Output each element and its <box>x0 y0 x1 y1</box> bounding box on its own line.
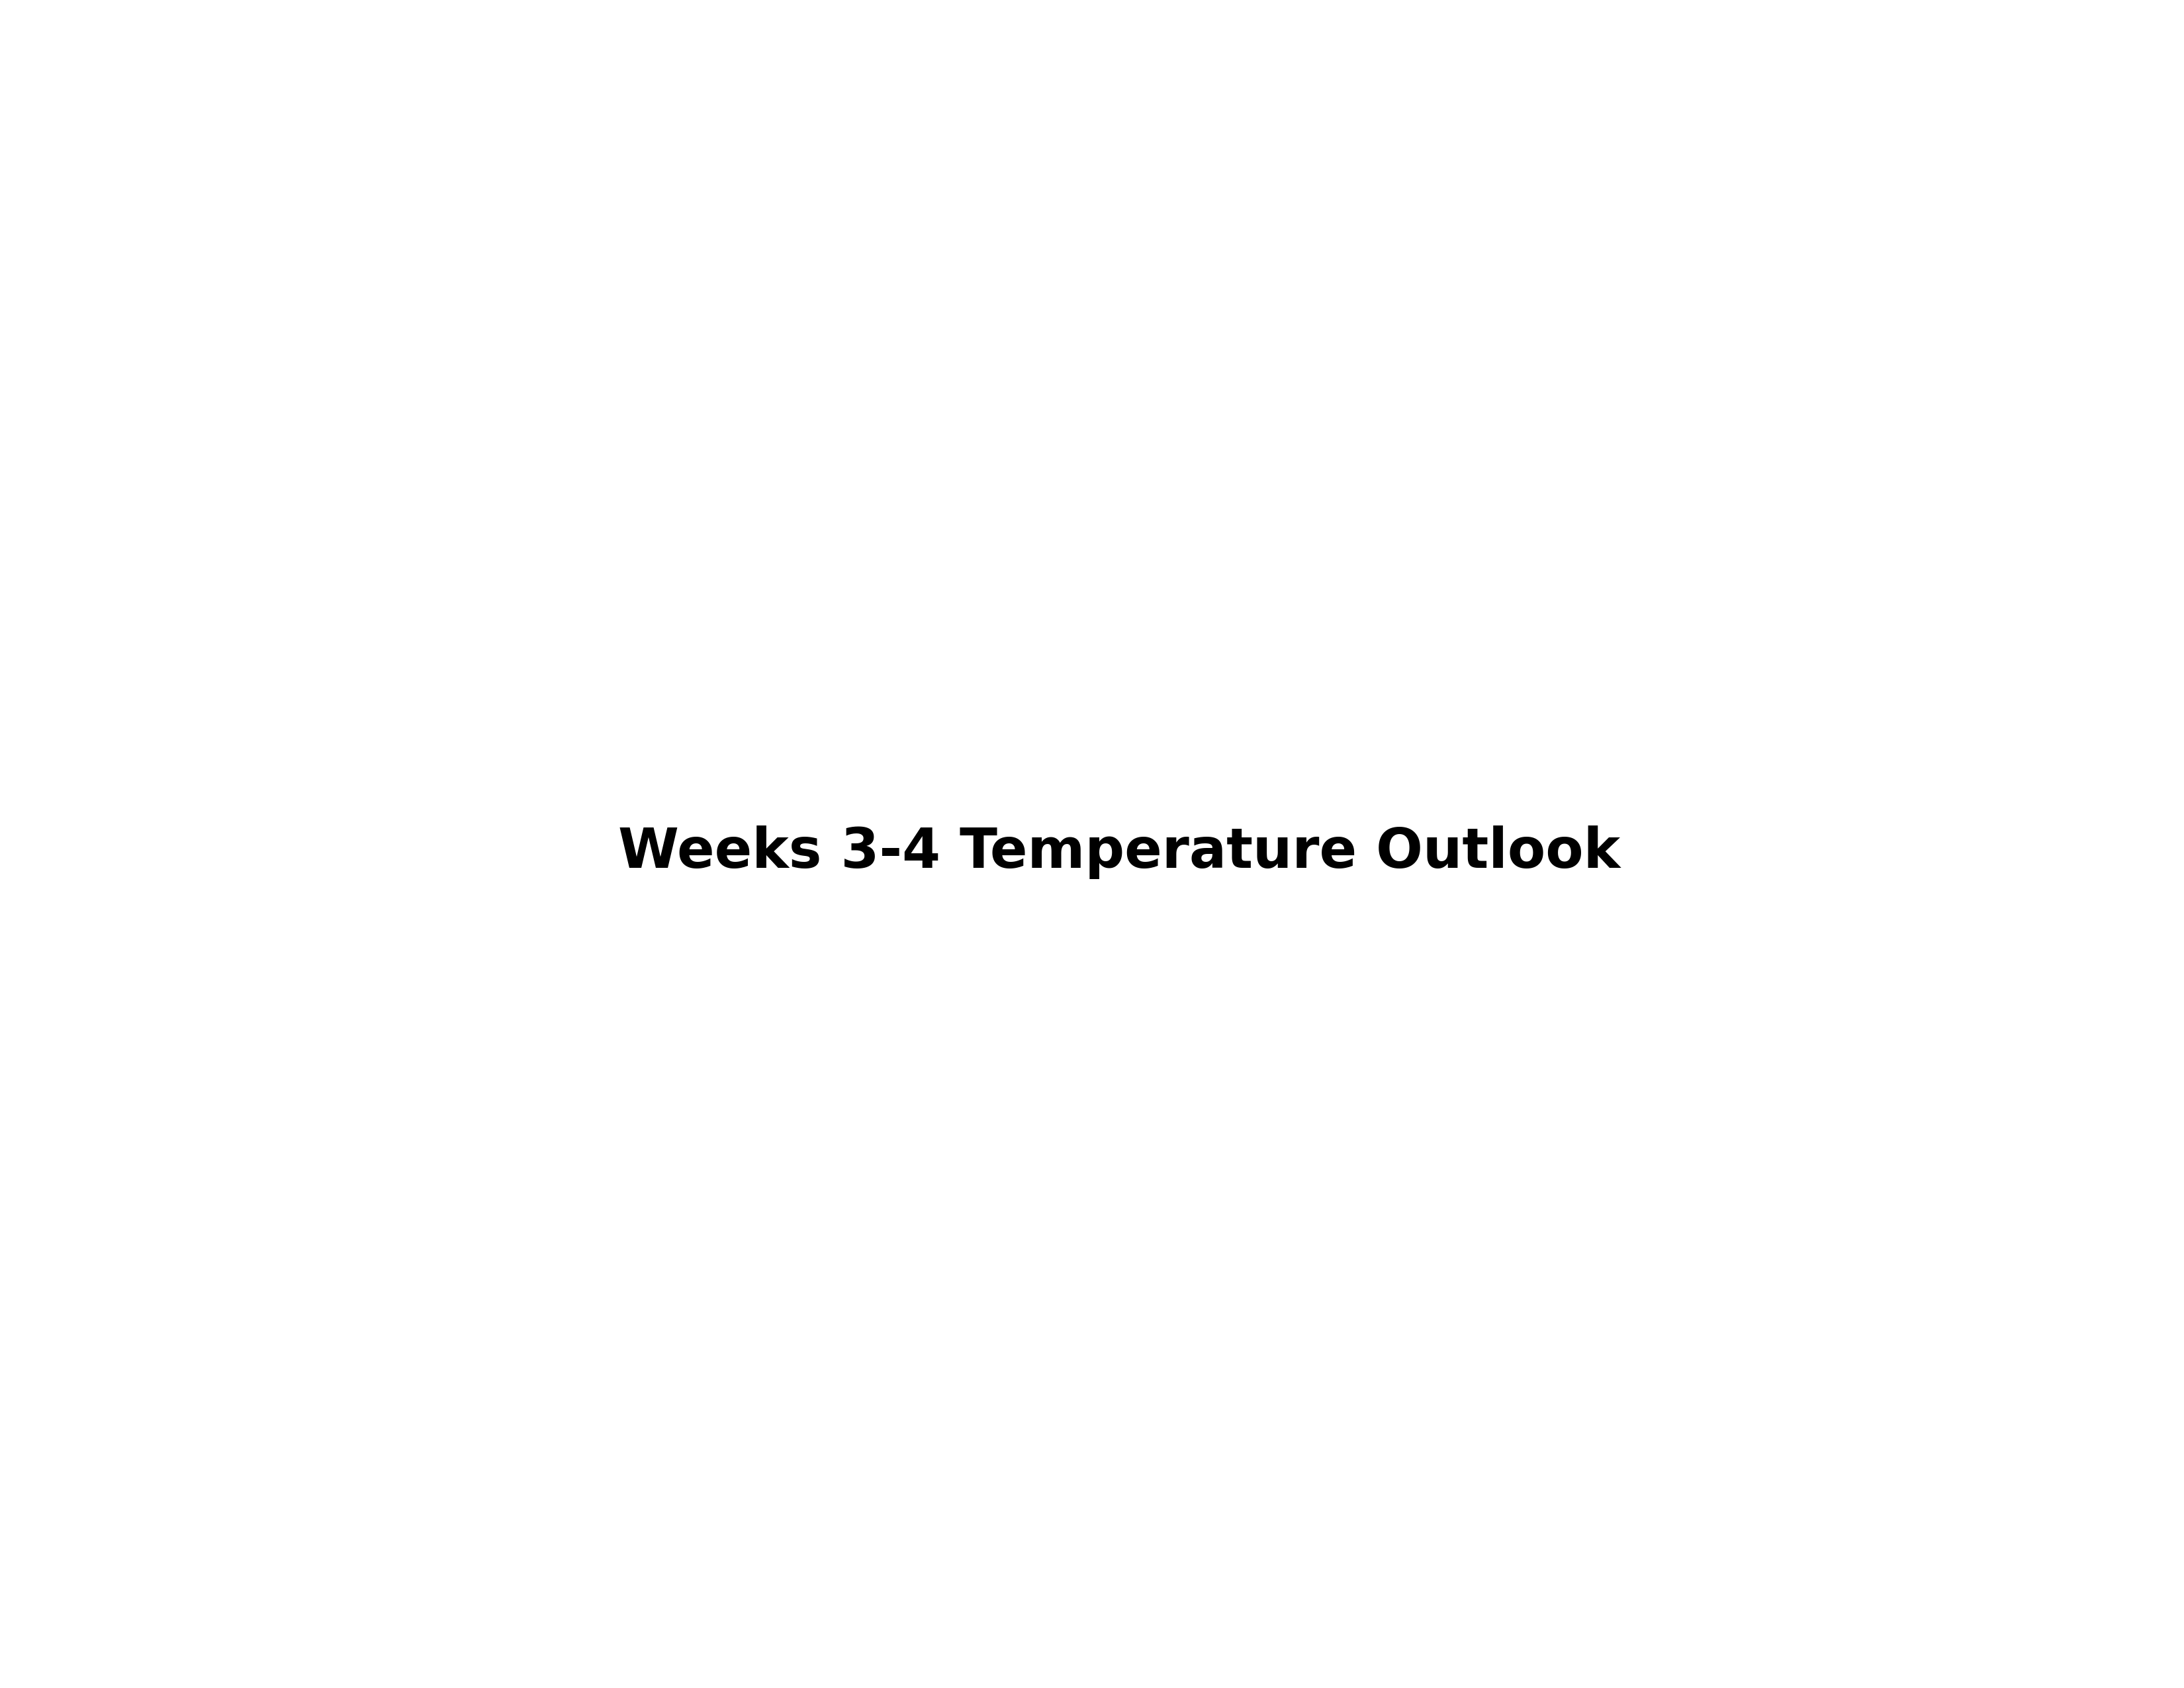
Text: Weeks 3-4 Temperature Outlook: Weeks 3-4 Temperature Outlook <box>618 825 1621 879</box>
